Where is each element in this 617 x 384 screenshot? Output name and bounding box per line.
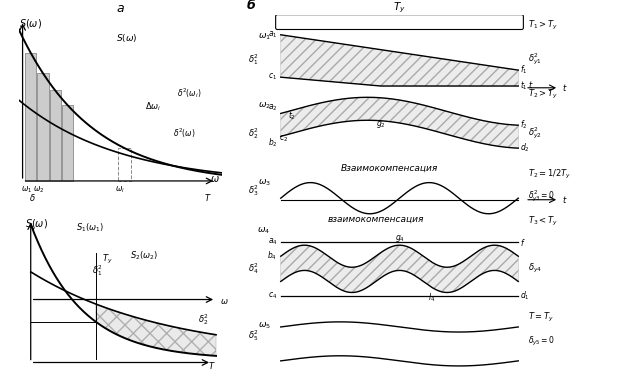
Bar: [49, 90, 60, 181]
Text: $a_4$: $a_4$: [268, 237, 277, 247]
Bar: [38, 73, 49, 181]
Text: $d_1$: $d_1$: [520, 290, 529, 302]
Text: $T_1{>}T_y$: $T_1{>}T_y$: [529, 19, 558, 32]
Text: $g_2$: $g_2$: [376, 119, 386, 130]
Text: $\delta^2(\omega_i)$: $\delta^2(\omega_i)$: [177, 86, 202, 100]
Text: $t$: $t$: [563, 194, 568, 205]
Text: $S(\omega)$: $S(\omega)$: [116, 32, 138, 44]
Text: $a$: $a$: [116, 2, 125, 15]
Text: $f_2$: $f_2$: [520, 119, 528, 131]
Text: $\delta_{y4}$: $\delta_{y4}$: [529, 262, 542, 275]
Text: $a_2$: $a_2$: [268, 103, 277, 113]
Text: $\omega_1$: $\omega_1$: [257, 31, 270, 42]
Text: взаимокомпенсация: взаимокомпенсация: [328, 215, 424, 224]
Text: $T$: $T$: [208, 360, 215, 371]
Text: $\omega_2$: $\omega_2$: [33, 184, 44, 195]
Text: Взаимокомпенсация: Взаимокомпенсация: [341, 164, 438, 173]
Text: $S(\omega)$: $S(\omega)$: [19, 17, 41, 30]
Text: $\omega_4$: $\omega_4$: [257, 225, 270, 236]
Text: $t_1$: $t_1$: [520, 80, 528, 92]
Text: $T_y$: $T_y$: [393, 0, 406, 15]
Text: $\delta^2_1$: $\delta^2_1$: [92, 263, 103, 278]
Text: $\omega_i$: $\omega_i$: [115, 184, 125, 195]
Text: $a_1$: $a_1$: [268, 30, 277, 40]
Text: $\delta_{y5}{=}0$: $\delta_{y5}{=}0$: [529, 335, 556, 348]
Text: $\omega_1$: $\omega_1$: [21, 184, 32, 195]
Text: $\delta^2_2$: $\delta^2_2$: [197, 312, 209, 327]
Text: $t$: $t$: [563, 82, 568, 93]
Text: $\delta^2_{y3}{=}0$: $\delta^2_{y3}{=}0$: [529, 188, 556, 204]
Text: $\omega$: $\omega$: [220, 297, 229, 306]
Text: $S_2(\omega_2)$: $S_2(\omega_2)$: [131, 249, 159, 262]
Text: $T_2{=}1/2T_y$: $T_2{=}1/2T_y$: [529, 167, 572, 180]
Text: $\delta$: $\delta$: [30, 192, 36, 203]
Text: $\delta^2_2$: $\delta^2_2$: [248, 126, 259, 141]
Text: $d_2$: $d_2$: [520, 142, 530, 154]
Text: $\omega_3$: $\omega_3$: [257, 178, 270, 189]
Text: $\omega_2$: $\omega_2$: [258, 100, 270, 111]
Text: $T{=}T_y$: $T{=}T_y$: [529, 311, 555, 324]
Text: $t$: $t$: [529, 79, 534, 90]
Text: $T_3{<}T_y$: $T_3{<}T_y$: [529, 215, 558, 228]
Text: $\delta^2(\omega)$: $\delta^2(\omega)$: [173, 127, 196, 140]
Text: $t_2$: $t_2$: [288, 110, 296, 122]
Text: $\delta^2_5$: $\delta^2_5$: [248, 328, 259, 343]
Text: $\delta^2_{y1}$: $\delta^2_{y1}$: [529, 52, 542, 67]
Text: б: б: [247, 0, 255, 12]
Text: $c_1$: $c_1$: [268, 72, 277, 83]
Text: $S(\omega)$: $S(\omega)$: [25, 217, 48, 230]
Text: $\delta^2_{y2}$: $\delta^2_{y2}$: [529, 126, 542, 141]
Text: $\delta^2_4$: $\delta^2_4$: [248, 262, 259, 276]
Text: $\omega_5$: $\omega_5$: [257, 321, 270, 331]
Bar: [118, 148, 131, 181]
Text: $T$: $T$: [204, 192, 212, 203]
Text: $b_4$: $b_4$: [267, 250, 277, 263]
Text: $f_1$: $f_1$: [520, 64, 528, 76]
Text: $T_2{>}T_y$: $T_2{>}T_y$: [529, 88, 558, 101]
Text: $l_4$: $l_4$: [428, 292, 435, 305]
Text: $\Delta\omega_i$: $\Delta\omega_i$: [145, 101, 161, 114]
Text: $f$: $f$: [520, 237, 526, 248]
Text: $\omega$: $\omega$: [210, 174, 220, 184]
Text: $c_4$: $c_4$: [268, 290, 277, 301]
Bar: [25, 53, 36, 181]
Text: $\delta^2_1$: $\delta^2_1$: [248, 52, 259, 67]
Text: $T_y$: $T_y$: [102, 253, 113, 266]
Text: $c_2$: $c_2$: [279, 134, 288, 144]
Bar: [62, 105, 73, 181]
Text: $S_1(\omega_1)$: $S_1(\omega_1)$: [75, 222, 104, 234]
Text: $g_4$: $g_4$: [395, 233, 405, 244]
Text: $b_2$: $b_2$: [268, 136, 277, 149]
Text: $\delta^2_3$: $\delta^2_3$: [248, 183, 259, 198]
